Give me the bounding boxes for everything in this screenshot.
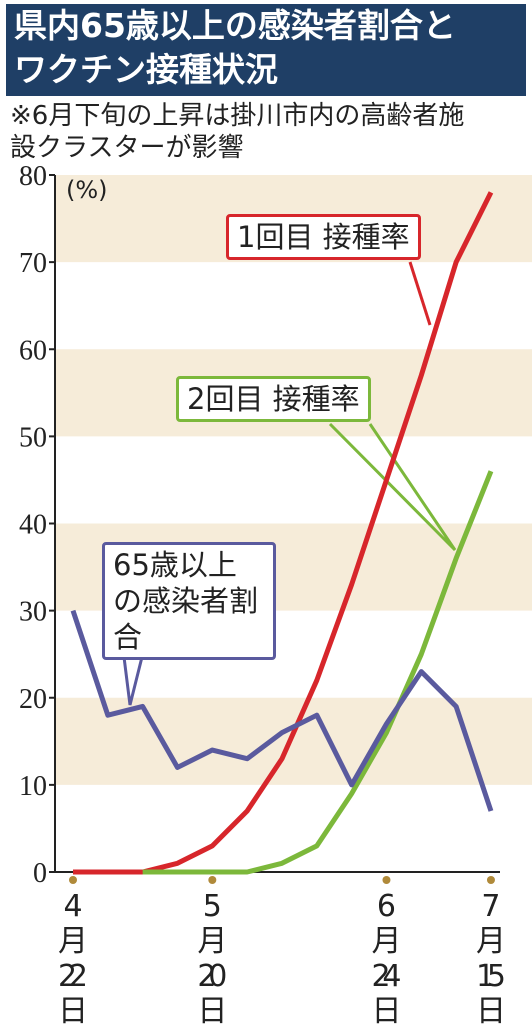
leader: [328, 422, 457, 552]
x-tick-dot: [208, 876, 217, 884]
y-tick-label: 30: [19, 597, 47, 628]
x-tick-dot: [69, 876, 77, 884]
leader: [408, 261, 432, 326]
y-tick-label: 20: [19, 684, 47, 715]
series-line: [70, 609, 494, 812]
series-label: 1回目 接種率: [226, 214, 421, 260]
x-tick-label: 6 月 24 日: [371, 889, 401, 1024]
x-tick-dot: [382, 876, 391, 884]
y-tick-label: 40: [19, 510, 47, 541]
bands: [55, 175, 532, 785]
y-unit: (%): [66, 176, 108, 204]
series-label: 65歳以上の感染者割合: [102, 542, 276, 660]
note: ※6月下旬の上昇は掛川市内の高齢者施 設クラスターが影響: [10, 100, 464, 164]
y-tick-label: 60: [19, 335, 47, 366]
x-tick-label: 5 月 20 日: [197, 889, 227, 1024]
grid-band: [55, 697, 532, 785]
title-line: 県内65歳以上の感染者割合と: [14, 6, 456, 45]
note-line: 設クラスターが影響: [10, 133, 244, 163]
y-tick-label: 10: [19, 771, 47, 802]
title-box: 県内65歳以上の感染者割合と ワクチン接種状況: [6, 4, 526, 96]
series-line: [142, 470, 494, 875]
note-line: ※6月下旬の上昇は掛川市内の高齢者施: [10, 101, 465, 131]
y-tick-label: 80: [19, 161, 47, 192]
x-tick-label: 7 月 15 日: [476, 889, 506, 1024]
y-tick-label: 50: [19, 422, 47, 453]
series-label: 2回目 接種率: [176, 376, 371, 422]
x-tick-dot: [486, 876, 495, 884]
y-tick-label: 70: [19, 248, 47, 279]
title-line: ワクチン接種状況: [14, 50, 278, 89]
x-tick-label: 4 月 22 日: [58, 889, 88, 1024]
ticks: 0 10 20 30 40 50 60 70 80: [19, 161, 55, 889]
y-tick-label: 0: [33, 858, 47, 889]
